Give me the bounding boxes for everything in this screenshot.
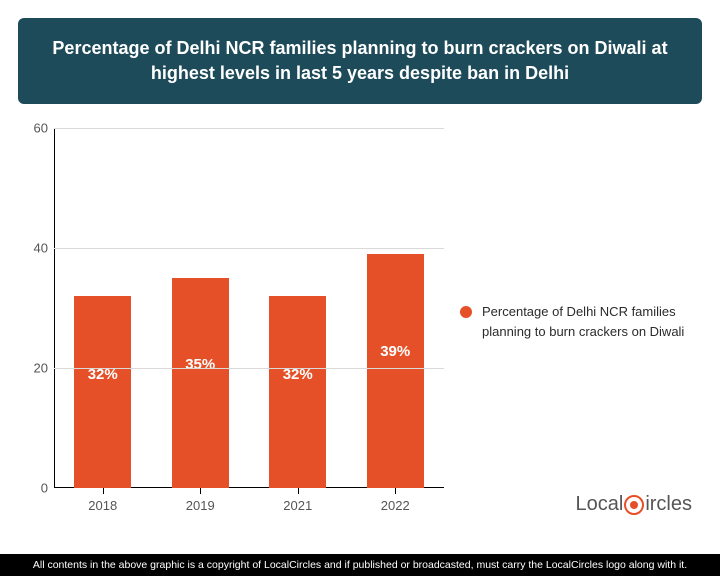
bar: 39% [367,254,424,488]
bar-slot: 39%2022 [347,128,445,488]
y-tick-label: 60 [20,121,48,136]
y-tick-label: 0 [20,481,48,496]
page-root: Percentage of Delhi NCR families plannin… [0,0,720,576]
bar: 35% [172,278,229,488]
bar-slot: 32%2021 [249,128,347,488]
bar: 32% [74,296,131,488]
x-tick-mark [395,488,396,494]
copyright-footer: All contents in the above graphic is a c… [0,554,720,576]
bars-group: 32%201835%201932%202139%2022 [54,128,444,488]
bar-slot: 32%2018 [54,128,152,488]
x-tick-mark [103,488,104,494]
y-tick-label: 40 [20,241,48,256]
copyright-text: All contents in the above graphic is a c… [33,559,687,571]
chart-title: Percentage of Delhi NCR families plannin… [46,36,674,86]
x-tick-label: 2022 [381,498,410,513]
legend-label: Percentage of Delhi NCR families plannin… [482,302,704,341]
bar-value-label: 35% [185,356,215,373]
x-tick-label: 2021 [283,498,312,513]
chart-container: 32%201835%201932%202139%2022 0204060 Per… [18,122,702,532]
logo-text-left: Local [576,493,624,516]
bar: 32% [269,296,326,488]
gridline [54,368,444,369]
chart-plot-area: 32%201835%201932%202139%2022 0204060 [54,128,444,488]
localcircles-logo: Local ircles [576,493,692,516]
chart-legend: Percentage of Delhi NCR families plannin… [460,302,704,341]
chart-title-box: Percentage of Delhi NCR families plannin… [18,18,702,104]
y-tick-label: 20 [20,361,48,376]
logo-text-right: ircles [645,493,692,516]
logo-circle-icon [624,495,644,515]
x-tick-mark [298,488,299,494]
logo-circle-inner-icon [630,501,638,509]
legend-marker-icon [460,306,472,318]
bar-slot: 35%2019 [152,128,250,488]
gridline [54,128,444,129]
content-area: Percentage of Delhi NCR families plannin… [0,0,720,554]
x-tick-label: 2018 [88,498,117,513]
gridline [54,248,444,249]
x-tick-mark [200,488,201,494]
x-tick-label: 2019 [186,498,215,513]
bar-value-label: 39% [380,343,410,360]
